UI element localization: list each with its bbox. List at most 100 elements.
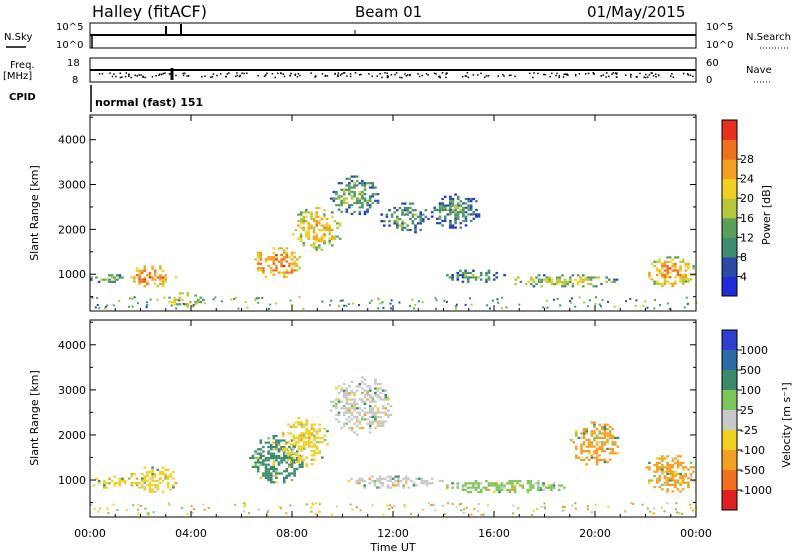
data-cell: [202, 503, 205, 506]
nsky-tick-top: 10^5: [56, 22, 83, 33]
colorbar-tick-label: 100: [740, 384, 761, 397]
data-cell: [582, 432, 586, 435]
data-cell: [378, 482, 382, 485]
data-cell: [355, 482, 359, 485]
data-cell: [262, 459, 265, 462]
data-cell: [582, 434, 586, 437]
data-cell: [192, 304, 195, 307]
data-cell: [588, 443, 591, 446]
data-cell: [161, 280, 165, 283]
data-cell: [671, 459, 675, 462]
data-cell: [144, 507, 147, 510]
data-cell: [295, 457, 299, 460]
data-cell: [254, 452, 257, 455]
data-cell: [118, 276, 122, 279]
data-cell: [497, 301, 500, 304]
nave-point: [528, 72, 531, 75]
nave-point: [497, 75, 499, 77]
data-cell: [368, 420, 372, 423]
data-cell: [634, 304, 637, 307]
data-cell: [272, 437, 276, 440]
data-cell: [285, 247, 289, 250]
data-cell: [151, 470, 154, 474]
data-cell: [464, 303, 467, 306]
data-cell: [368, 394, 372, 397]
data-cell: [299, 211, 303, 214]
data-cell: [267, 509, 270, 512]
data-cell: [353, 394, 356, 397]
data-cell: [446, 204, 450, 207]
data-cell: [292, 452, 295, 455]
data-cell: [419, 220, 422, 223]
data-cell: [674, 461, 677, 464]
data-cell: [259, 448, 263, 451]
data-cell: [353, 193, 356, 196]
data-cell: [469, 486, 473, 489]
data-cell: [138, 278, 141, 281]
data-cell: [661, 466, 664, 469]
data-cell: [140, 484, 144, 487]
data-cell: [542, 488, 545, 491]
data-cell: [666, 479, 669, 482]
data-cell: [353, 398, 356, 401]
nave-point: [349, 73, 352, 75]
data-cell: [371, 416, 375, 419]
data-cell: [561, 506, 564, 508]
data-cell: [650, 262, 654, 266]
colorbar-segment: [722, 470, 737, 491]
data-cell: [454, 206, 457, 209]
data-cell: [275, 267, 278, 270]
data-cell: [464, 217, 468, 220]
data-cell: [297, 224, 300, 227]
data-cell: [459, 204, 463, 207]
data-cell: [403, 222, 407, 225]
data-cell: [668, 468, 672, 471]
data-cell: [264, 260, 268, 263]
data-cell: [663, 510, 666, 513]
data-cell: [380, 213, 383, 216]
data-cell: [338, 224, 342, 227]
data-cell: [398, 206, 402, 210]
data-cell: [361, 201, 364, 205]
data-cell: [361, 204, 364, 207]
data-cell: [282, 256, 286, 259]
data-cell: [161, 490, 165, 493]
data-cell: [676, 466, 680, 469]
data-cell: [264, 441, 268, 444]
data-cell: [411, 209, 415, 212]
data-cell: [389, 405, 393, 408]
nsearch-tick-top: 10^5: [706, 22, 733, 33]
nave-point: [343, 72, 346, 74]
data-cell: [159, 274, 162, 277]
data-cell: [606, 461, 609, 464]
data-cell: [275, 441, 278, 444]
data-cell: [598, 458, 601, 461]
data-cell: [401, 202, 404, 205]
data-cell: [521, 486, 525, 489]
nave-point: [417, 73, 419, 75]
data-cell: [373, 484, 377, 487]
data-cell: [487, 484, 491, 487]
data-cell: [152, 511, 155, 514]
data-cell: [625, 300, 628, 303]
data-cell: [328, 228, 331, 232]
data-cell: [464, 215, 468, 218]
data-cell: [552, 484, 556, 487]
data-cell: [363, 212, 367, 216]
nave-point: [144, 76, 146, 79]
data-cell: [470, 303, 473, 306]
data-cell: [292, 425, 295, 428]
velocity-ylabel: Slant Range [km]: [28, 370, 41, 466]
data-cell: [272, 256, 276, 259]
data-cell: [175, 307, 178, 310]
data-cell: [661, 470, 664, 473]
data-cell: [368, 407, 372, 410]
data-cell: [663, 265, 667, 268]
data-cell: [441, 479, 444, 483]
data-cell: [371, 479, 374, 483]
data-cell: [376, 193, 380, 196]
data-cell: [272, 273, 276, 276]
data-cell: [292, 438, 295, 442]
data-cell: [653, 464, 656, 467]
data-cell: [550, 488, 553, 491]
